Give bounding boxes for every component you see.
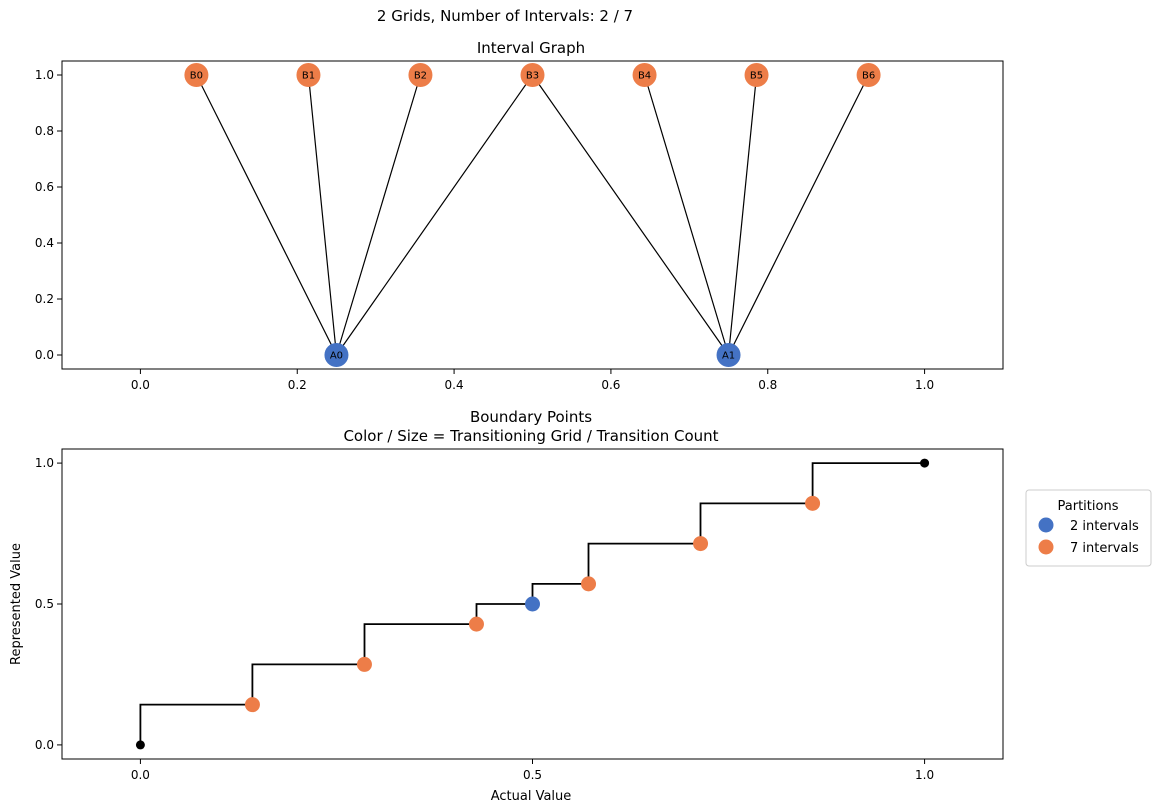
y-tick-label: 1.0 xyxy=(35,68,54,82)
boundary-points-subtitle: Color / Size = Transitioning Grid / Tran… xyxy=(343,427,718,445)
boundary-points-y-ticks: 0.0 0.5 1.0 xyxy=(35,456,62,752)
boundary-point xyxy=(693,536,709,552)
boundary-points-chart: Boundary Points Color / Size = Transitio… xyxy=(9,408,1152,804)
node-marker xyxy=(520,63,545,87)
node-marker xyxy=(716,343,741,367)
legend-box xyxy=(1025,489,1152,567)
y-tick-label: 0.8 xyxy=(35,124,54,138)
node-marker xyxy=(744,63,769,87)
node-marker xyxy=(408,63,433,87)
legend-label-7-intervals: 7 intervals xyxy=(1070,541,1139,556)
node-label: B0 xyxy=(190,71,203,82)
interval-graph-x-ticks: 0.0 0.2 0.4 0.6 0.8 1.0 xyxy=(131,369,934,392)
endpoint-marker xyxy=(920,458,930,468)
node-B6: B6 xyxy=(856,63,881,87)
node-label: B6 xyxy=(862,71,875,82)
node-label: A0 xyxy=(330,351,343,362)
figure-title: 2 Grids, Number of Intervals: 2 / 7 xyxy=(377,7,633,25)
x-tick-label: 0.6 xyxy=(601,378,620,392)
y-tick-label: 0.0 xyxy=(35,348,54,362)
legend-marker-7-intervals xyxy=(1038,539,1054,555)
node-marker xyxy=(184,63,209,87)
y-tick-label: 0.0 xyxy=(35,738,54,752)
interval-graph-title: Interval Graph xyxy=(477,39,585,57)
legend-label-2-intervals: 2 intervals xyxy=(1070,519,1139,534)
edge-A0-B0 xyxy=(195,74,337,356)
interval-graph-frame xyxy=(61,60,1004,370)
node-label: B1 xyxy=(302,71,315,82)
node-label: B4 xyxy=(638,71,651,82)
x-axis-label: Actual Value xyxy=(491,789,572,804)
endpoint-marker xyxy=(135,740,145,750)
x-tick-label: 0.5 xyxy=(523,768,542,782)
x-tick-label: 0.0 xyxy=(131,768,150,782)
boundary-point xyxy=(244,697,260,713)
node-label: A1 xyxy=(722,351,735,362)
node-marker xyxy=(632,63,657,87)
y-tick-label: 0.6 xyxy=(35,180,54,194)
node-B0: B0 xyxy=(184,63,209,87)
boundary-point xyxy=(468,616,484,632)
interval-graph-chart: Interval Graph A0 A1 B0 B1 B2 B3 B4 B5 B6 0.0 0.2… xyxy=(35,39,1004,392)
boundary-point xyxy=(356,656,372,672)
legend-marker-2-intervals xyxy=(1038,517,1054,533)
edge-A1-B4 xyxy=(643,74,730,356)
x-tick-label: 1.0 xyxy=(915,768,934,782)
x-tick-label: 0.4 xyxy=(445,378,464,392)
x-tick-label: 1.0 xyxy=(915,378,934,392)
x-tick-label: 0.8 xyxy=(758,378,777,392)
y-tick-label: 1.0 xyxy=(35,456,54,470)
node-A0: A0 xyxy=(324,343,349,367)
edge-A1-B3 xyxy=(532,74,730,356)
node-A1: A1 xyxy=(716,343,741,367)
boundary-points-title: Boundary Points xyxy=(470,408,592,426)
edge-A0-B2 xyxy=(335,74,422,356)
boundary-points-x-ticks: 0.0 0.5 1.0 xyxy=(131,759,934,782)
boundary-point xyxy=(525,596,540,612)
y-tick-label: 0.5 xyxy=(35,597,54,611)
node-label: B5 xyxy=(750,71,763,82)
boundary-point xyxy=(805,495,821,511)
node-marker xyxy=(324,343,349,367)
node-marker xyxy=(296,63,321,87)
y-tick-label: 0.2 xyxy=(35,292,54,306)
node-B2: B2 xyxy=(408,63,433,87)
graph-edges xyxy=(195,74,870,356)
graph-nodes: A0 A1 B0 B1 B2 B3 B4 B5 B6 xyxy=(184,63,881,367)
y-tick-label: 0.4 xyxy=(35,236,54,250)
edge-A1-B5 xyxy=(727,74,758,356)
node-label: B2 xyxy=(414,71,427,82)
boundary-point xyxy=(581,576,597,592)
edge-A0-B3 xyxy=(335,74,533,356)
edge-A0-B1 xyxy=(307,74,338,356)
node-label: B3 xyxy=(526,71,539,82)
node-B3: B3 xyxy=(520,63,545,87)
legend-title: Partitions xyxy=(1058,499,1119,514)
y-axis-label: Represented Value xyxy=(9,543,24,665)
node-marker xyxy=(856,63,881,87)
node-B1: B1 xyxy=(296,63,321,87)
node-B5: B5 xyxy=(744,63,769,87)
edge-A1-B6 xyxy=(728,74,870,356)
legend: Partitions 2 intervals 7 intervals xyxy=(1025,489,1152,567)
interval-graph-y-ticks: 0.0 0.2 0.4 0.6 0.8 1.0 xyxy=(35,68,62,362)
node-B4: B4 xyxy=(632,63,657,87)
x-tick-label: 0.2 xyxy=(288,378,307,392)
x-tick-label: 0.0 xyxy=(131,378,150,392)
boundary-points xyxy=(135,458,930,750)
